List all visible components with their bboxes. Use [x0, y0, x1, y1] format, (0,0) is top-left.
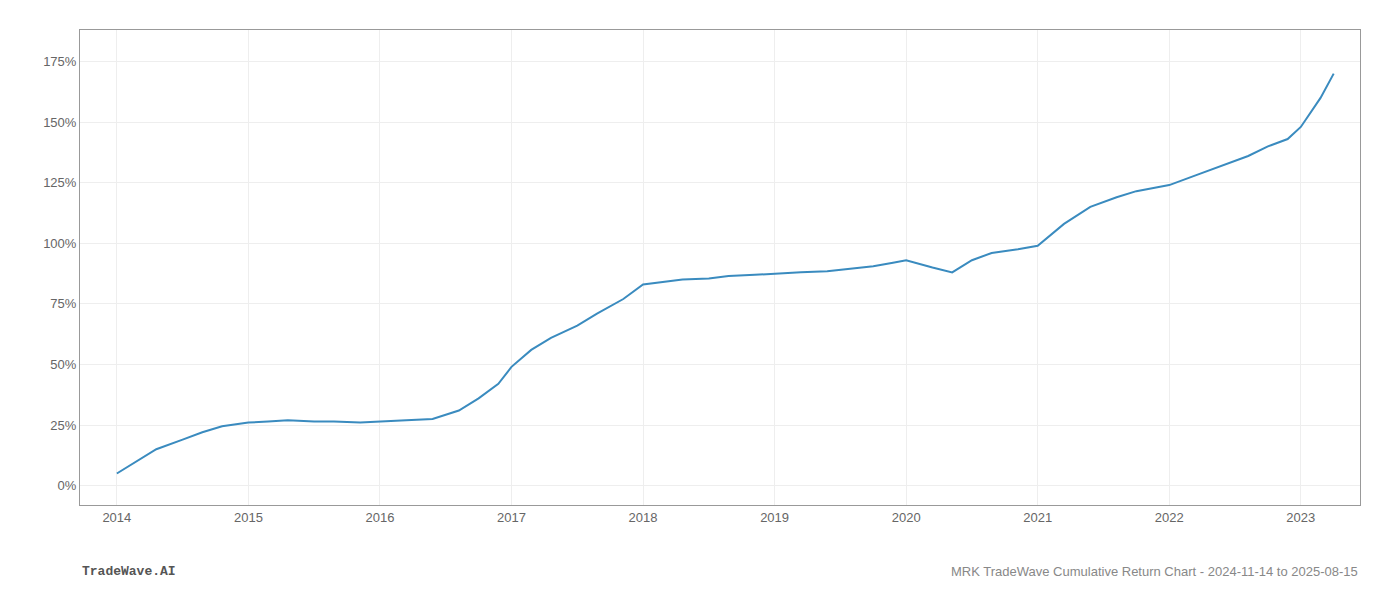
svg-text:MRK TradeWave Cumulative Retur: MRK TradeWave Cumulative Return Chart - …	[951, 564, 1358, 579]
svg-text:2014: 2014	[102, 510, 131, 525]
svg-text:2019: 2019	[760, 510, 789, 525]
svg-text:2016: 2016	[365, 510, 394, 525]
svg-text:2023: 2023	[1286, 510, 1315, 525]
svg-text:2021: 2021	[1023, 510, 1052, 525]
svg-text:75%: 75%	[50, 296, 76, 311]
svg-text:2015: 2015	[234, 510, 263, 525]
svg-text:TradeWave.AI: TradeWave.AI	[82, 564, 176, 579]
svg-text:2022: 2022	[1155, 510, 1184, 525]
svg-text:125%: 125%	[43, 175, 77, 190]
svg-text:50%: 50%	[50, 357, 76, 372]
svg-text:2017: 2017	[497, 510, 526, 525]
svg-text:2020: 2020	[892, 510, 921, 525]
svg-text:100%: 100%	[43, 236, 77, 251]
svg-text:0%: 0%	[58, 478, 77, 493]
svg-text:175%: 175%	[43, 54, 77, 69]
svg-text:2018: 2018	[629, 510, 658, 525]
svg-text:25%: 25%	[50, 418, 76, 433]
svg-text:150%: 150%	[43, 115, 77, 130]
